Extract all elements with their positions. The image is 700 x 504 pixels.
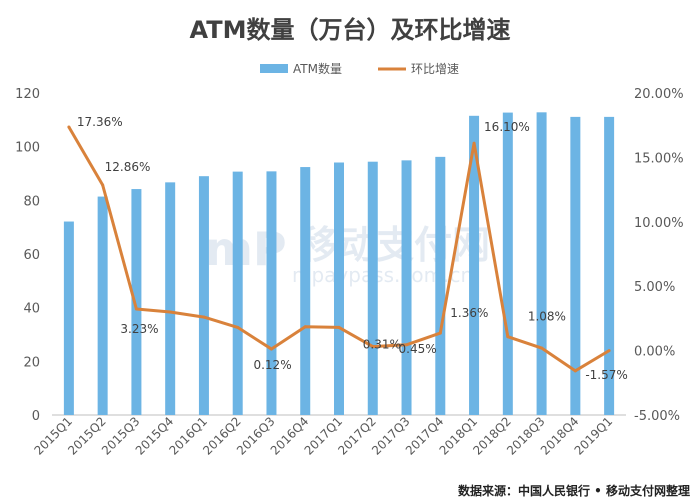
- data-label: -1.57%: [585, 368, 627, 382]
- x-tick-label: 2019Q1: [572, 414, 616, 458]
- data-label: 0.45%: [399, 342, 437, 356]
- line-point: [101, 183, 105, 187]
- line-point: [438, 331, 442, 335]
- bar: [367, 161, 378, 415]
- data-label: 0.12%: [253, 358, 291, 372]
- bar: [570, 116, 581, 416]
- watermark-cn: 移动支付网: [300, 223, 490, 267]
- data-labels: 17.36% 12.86% 3.23% 0.12% 0.31%0.45% 1.36% 16.…: [77, 115, 628, 382]
- line-point: [269, 347, 273, 351]
- bar: [469, 115, 480, 415]
- bar: [401, 160, 412, 415]
- data-label: 0.31%: [363, 338, 401, 352]
- bar: [502, 112, 513, 416]
- bar: [97, 196, 108, 415]
- bar: [232, 171, 243, 415]
- legend-label-growth: 环比增速: [411, 62, 459, 76]
- data-label: 1.08%: [528, 310, 566, 324]
- data-label: 1.36%: [450, 306, 488, 320]
- y-right-tick-label: 0.00%: [634, 345, 675, 360]
- line-point: [202, 315, 206, 319]
- bar: [165, 182, 176, 415]
- source-note: 数据来源：中国人民银行 • 移动支付网整理: [457, 484, 690, 498]
- y-left-tick-label: 60: [23, 248, 40, 263]
- line-point: [134, 307, 138, 311]
- bar: [604, 116, 615, 416]
- line-point: [573, 369, 577, 373]
- data-label: 3.23%: [120, 322, 158, 336]
- bar: [63, 221, 74, 415]
- legend-label-atm: ATM数量: [293, 61, 342, 76]
- y-left-tick-label: 100: [15, 141, 40, 156]
- y-right-tick-label: 10.00%: [634, 216, 684, 231]
- chart-legend: ATM数量 环比增速: [260, 61, 459, 76]
- line-point: [540, 346, 544, 350]
- y-left-tick-label: 40: [23, 302, 40, 317]
- watermark-en: mpaypass.com.cn: [292, 263, 473, 287]
- line-point: [371, 345, 375, 349]
- data-label: 16.10%: [484, 120, 530, 134]
- line-point: [337, 325, 341, 329]
- bar: [131, 189, 142, 415]
- bar: [334, 162, 344, 415]
- y-right-tick-label: -5.00%: [634, 409, 680, 424]
- line-series: [67, 125, 611, 373]
- line-point: [168, 310, 172, 314]
- line-point: [303, 325, 307, 329]
- line-point: [236, 325, 240, 329]
- y-left-tick-label: 0: [32, 409, 40, 424]
- bar: [435, 156, 446, 415]
- line-point: [67, 125, 71, 129]
- y-left-tick-label: 80: [23, 194, 40, 209]
- line-point: [506, 335, 510, 339]
- bar: [536, 112, 547, 415]
- data-label: 12.86%: [105, 160, 151, 174]
- line-point: [472, 141, 476, 145]
- y-right-tick-label: 5.00%: [634, 280, 675, 295]
- y-left-tick-label: 120: [15, 87, 40, 102]
- data-label: 17.36%: [77, 115, 123, 129]
- y-left-tick-label: 20: [23, 355, 40, 370]
- bar: [198, 176, 209, 415]
- bar: [300, 167, 311, 415]
- legend-swatch-atm: [260, 64, 288, 73]
- y-right-tick-label: 20.00%: [634, 87, 684, 102]
- chart-title: ATM数量（万台）及环比增速: [189, 16, 511, 44]
- bar-series: [63, 112, 615, 416]
- bar: [266, 171, 277, 415]
- line-point: [607, 349, 611, 353]
- line-point: [405, 343, 409, 347]
- y-right-tick-label: 15.00%: [634, 151, 684, 166]
